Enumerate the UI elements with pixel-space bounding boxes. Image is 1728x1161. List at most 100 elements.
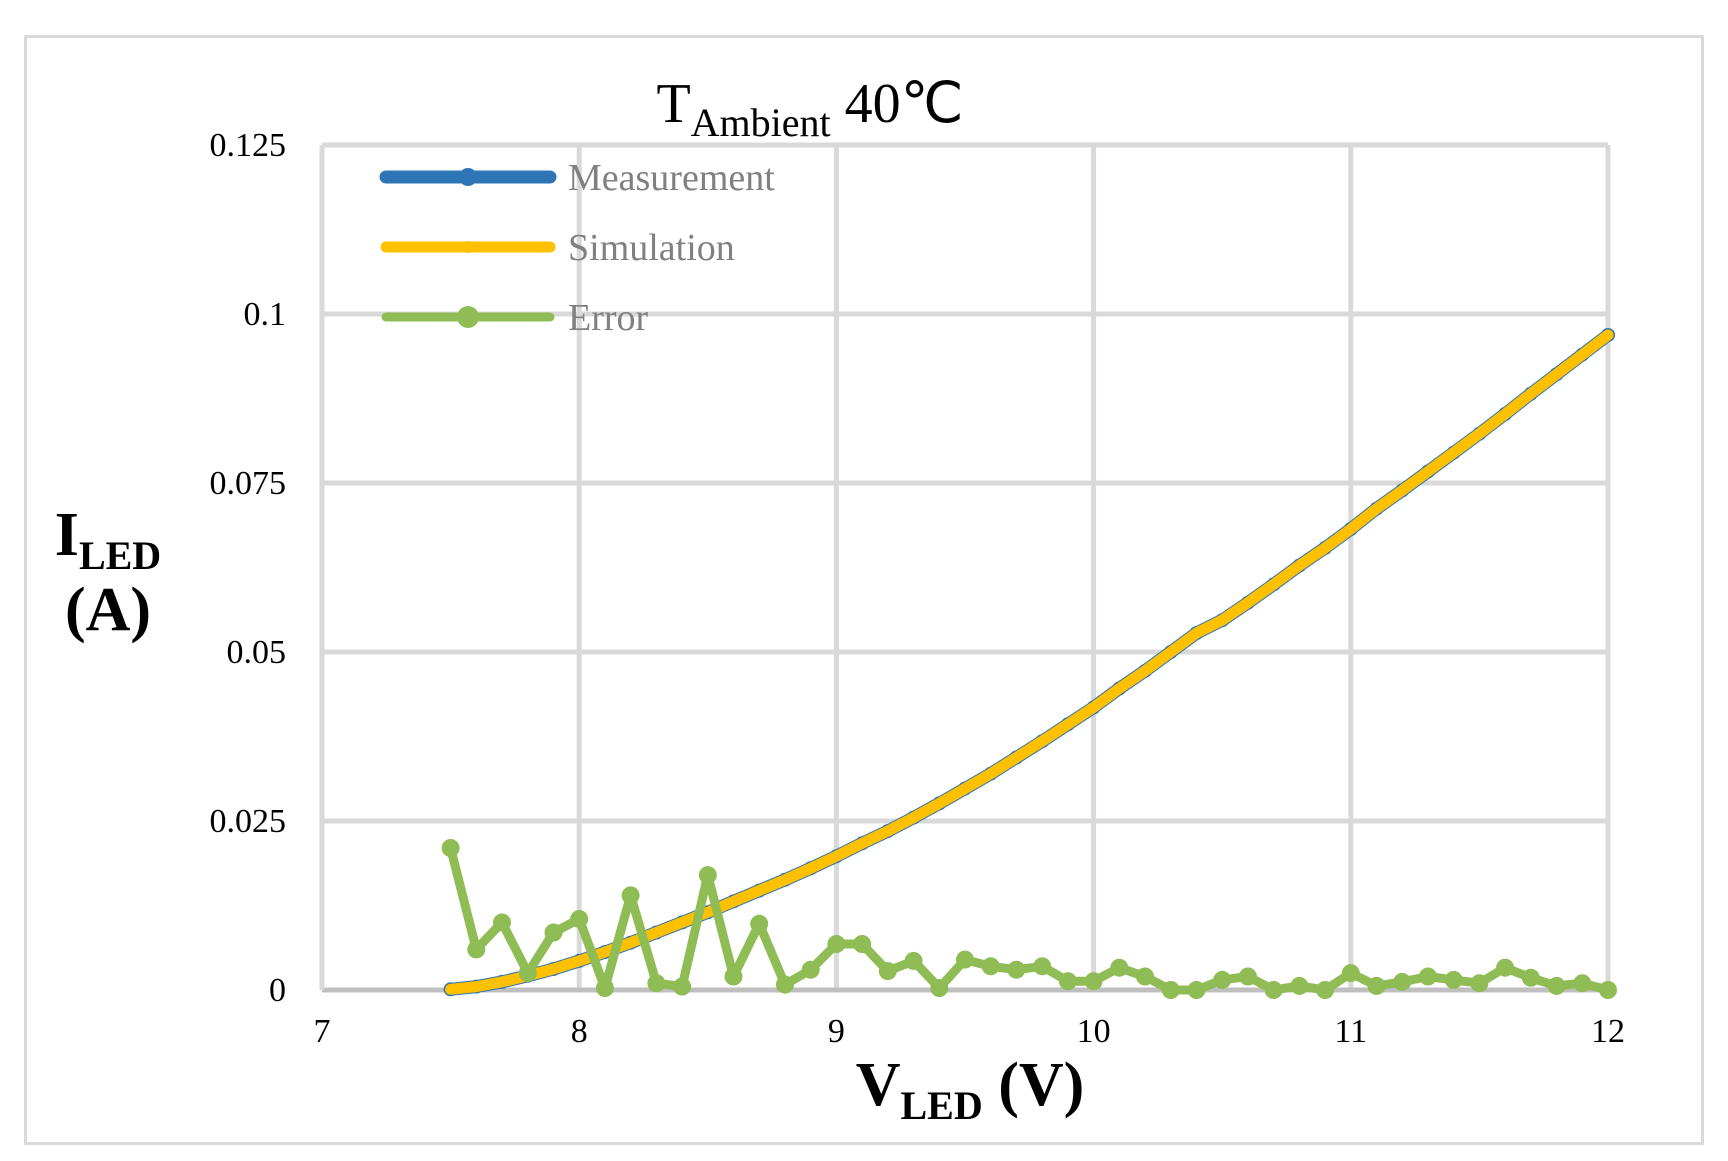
data-point-simulation-16 <box>858 839 867 848</box>
data-point-simulation-29 <box>1192 629 1201 638</box>
x-axis-label: VLED (V) <box>856 1051 1085 1128</box>
data-point-simulation-37 <box>1398 486 1407 495</box>
y-axis-label-main: I <box>55 501 79 569</box>
data-point-simulation-2 <box>498 977 506 986</box>
data-point-simulation-11 <box>729 897 738 906</box>
data-point-error-24 <box>1058 972 1077 991</box>
x-tick-label-11: 11 <box>1334 1013 1367 1050</box>
series-line-error <box>446 843 1613 995</box>
data-point-simulation-18 <box>909 813 918 822</box>
data-point-simulation-23 <box>1038 737 1047 746</box>
y-axis-label-line2: (A) <box>65 576 151 644</box>
data-point-error-33 <box>1290 976 1309 995</box>
y-tick-label-0.025: 0.025 <box>210 803 287 840</box>
data-point-error-29 <box>1187 981 1206 999</box>
legend-label-error: Error <box>568 297 649 339</box>
data-point-error-16 <box>853 935 872 953</box>
data-point-simulation-10 <box>703 908 712 917</box>
data-point-error-14 <box>801 960 820 979</box>
data-point-simulation-24 <box>1063 720 1072 729</box>
chart-title-sub: Ambient <box>691 100 831 145</box>
data-point-simulation-8 <box>652 928 661 937</box>
y-tick-label-0.125: 0.125 <box>210 127 287 164</box>
data-point-error-6 <box>595 979 614 997</box>
legend-label-simulation: Simulation <box>568 227 735 269</box>
data-point-simulation-21 <box>986 769 995 778</box>
data-point-error-38 <box>1419 967 1437 986</box>
grid <box>322 142 1611 990</box>
chart-frame <box>24 35 1704 1145</box>
y-tick-label-0.1: 0.1 <box>244 296 287 333</box>
data-point-error-10 <box>698 866 717 885</box>
data-point-simulation-9 <box>678 918 687 927</box>
data-point-error-34 <box>1316 981 1335 999</box>
data-point-simulation-20 <box>961 784 969 793</box>
chart-title-suffix: 40℃ <box>831 73 964 135</box>
data-point-simulation-44 <box>1578 350 1587 359</box>
data-point-error-23 <box>1033 957 1052 976</box>
y-axis-label-sub: LED <box>79 533 161 578</box>
data-point-simulation-13 <box>781 875 789 884</box>
data-point-error-3 <box>518 964 537 983</box>
data-point-error-11 <box>724 967 743 986</box>
data-point-error-36 <box>1367 976 1386 995</box>
data-point-error-19 <box>930 979 949 997</box>
y-tick-labels: 0 0.025 0.05 0.075 0.1 0.125 <box>210 127 287 1009</box>
data-point-error-8 <box>647 974 666 993</box>
data-point-simulation-32 <box>1269 580 1278 589</box>
legend-marker-measurement <box>459 168 477 186</box>
data-point-error-13 <box>776 975 794 994</box>
data-point-simulation-6 <box>600 948 609 957</box>
legend-marker-error <box>457 306 479 328</box>
data-point-error-20 <box>956 950 974 969</box>
series-error <box>441 839 1617 999</box>
data-point-error-42 <box>1521 968 1540 987</box>
data-point-error-15 <box>827 935 846 953</box>
data-point-simulation-22 <box>1012 753 1021 762</box>
data-point-simulation-33 <box>1295 561 1304 570</box>
data-point-error-1 <box>467 940 486 959</box>
data-point-error-40 <box>1470 974 1489 993</box>
y-axis-label: ILED <box>55 501 161 578</box>
data-point-simulation-1 <box>472 982 481 991</box>
series-layer <box>441 328 1617 999</box>
data-point-error-12 <box>750 914 769 933</box>
data-point-simulation-41 <box>1501 410 1510 418</box>
data-point-simulation-45 <box>1604 331 1612 339</box>
legend-marker-simulation <box>462 241 474 253</box>
data-point-error-9 <box>673 977 692 996</box>
data-point-error-22 <box>1007 960 1026 979</box>
data-point-error-39 <box>1444 970 1463 989</box>
data-point-simulation-43 <box>1552 370 1561 379</box>
data-point-error-41 <box>1496 958 1515 977</box>
data-point-simulation-5 <box>575 956 584 965</box>
data-point-simulation-35 <box>1346 525 1355 533</box>
series-measurement <box>443 328 1615 997</box>
data-point-error-17 <box>878 962 897 981</box>
data-point-simulation-0 <box>446 985 455 994</box>
data-point-simulation-40 <box>1475 429 1484 438</box>
data-point-error-7 <box>621 886 640 905</box>
x-tick-label-10: 10 <box>1077 1013 1111 1050</box>
data-point-simulation-34 <box>1321 543 1330 552</box>
data-point-error-28 <box>1161 981 1180 999</box>
data-point-simulation-25 <box>1089 703 1098 712</box>
data-point-error-35 <box>1341 964 1360 983</box>
data-point-error-26 <box>1110 958 1129 977</box>
data-point-error-0 <box>441 839 460 857</box>
data-point-simulation-15 <box>832 852 841 861</box>
data-point-error-37 <box>1393 972 1412 991</box>
data-point-error-31 <box>1238 967 1257 986</box>
x-tick-label-12: 12 <box>1591 1013 1625 1050</box>
data-point-error-2 <box>493 913 511 932</box>
data-point-error-5 <box>570 910 589 928</box>
data-point-simulation-36 <box>1372 504 1381 513</box>
data-point-error-18 <box>904 951 923 970</box>
data-point-error-43 <box>1547 976 1566 995</box>
data-point-simulation-28 <box>1166 648 1175 656</box>
data-point-simulation-38 <box>1424 467 1432 476</box>
x-tick-label-7: 7 <box>314 1013 331 1050</box>
series-simulation <box>445 329 1614 995</box>
y-tick-label-0.075: 0.075 <box>210 465 287 502</box>
x-axis-label-main: V <box>856 1051 901 1119</box>
